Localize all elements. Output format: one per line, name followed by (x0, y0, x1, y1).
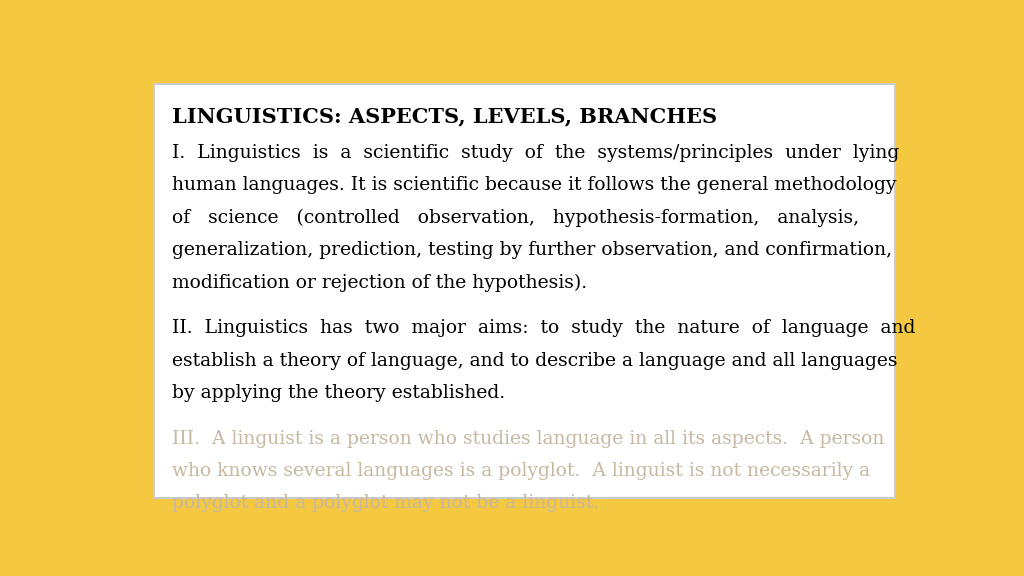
Text: of   science   (controlled   observation,   hypothesis-formation,   analysis,: of science (controlled observation, hypo… (172, 209, 859, 227)
Text: by applying the theory established.: by applying the theory established. (172, 384, 505, 402)
FancyBboxPatch shape (155, 84, 895, 498)
Text: establish a theory of language, and to describe a language and all languages: establish a theory of language, and to d… (172, 351, 897, 370)
Text: II.  Linguistics  has  two  major  aims:  to  study  the  nature  of  language  : II. Linguistics has two major aims: to s… (172, 319, 915, 337)
Text: LINGUISTICS: ASPECTS, LEVELS, BRANCHES: LINGUISTICS: ASPECTS, LEVELS, BRANCHES (172, 107, 717, 127)
Text: who knows several languages is a polyglot.  A linguist is not necessarily a: who knows several languages is a polyglo… (172, 462, 869, 480)
Text: generalization, prediction, testing by further observation, and confirmation,: generalization, prediction, testing by f… (172, 241, 892, 259)
Text: I.  Linguistics  is  a  scientific  study  of  the  systems/principles  under  l: I. Linguistics is a scientific study of … (172, 144, 899, 162)
Text: modification or rejection of the hypothesis).: modification or rejection of the hypothe… (172, 274, 587, 292)
Text: III.  A linguist is a person who studies language in all its aspects.  A person: III. A linguist is a person who studies … (172, 430, 884, 448)
Text: human languages. It is scientific because it follows the general methodology: human languages. It is scientific becaus… (172, 176, 896, 195)
Text: polyglot and a polyglot may not be a linguist.: polyglot and a polyglot may not be a lin… (172, 494, 599, 513)
